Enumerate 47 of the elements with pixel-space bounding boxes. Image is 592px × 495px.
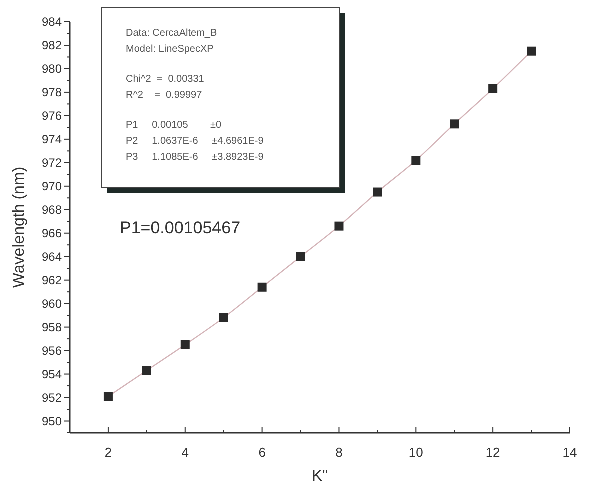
x-tick-label: 4 — [182, 445, 189, 460]
point — [296, 252, 306, 262]
y-tick-label: 968 — [42, 203, 62, 218]
annotation: Chi^2 = 0.00331 — [126, 74, 205, 85]
y-tick-label: 976 — [42, 109, 62, 124]
y-tick-label: 984 — [42, 15, 62, 30]
annotation: R^2 = 0.99997 — [126, 90, 203, 101]
x-axis-title: K" — [312, 468, 328, 485]
point — [488, 84, 498, 94]
y-tick-label: 970 — [42, 180, 62, 194]
y-tick-label: 980 — [42, 62, 62, 76]
y-tick-label: 972 — [42, 156, 62, 170]
y-tick-label: 974 — [42, 132, 62, 147]
point — [450, 120, 460, 129]
point — [142, 366, 152, 376]
point — [219, 313, 228, 322]
y-tick-label: 978 — [42, 86, 62, 100]
annotation: P2 1.0637E-6 ±4.6961E-9 — [126, 136, 264, 147]
y-tick-label: 966 — [42, 226, 62, 241]
x-tick-label: 12 — [486, 445, 500, 460]
y-tick-label: 960 — [42, 297, 62, 312]
y-tick-label: 956 — [42, 344, 62, 358]
point — [180, 340, 190, 350]
y-tick-label: 950 — [42, 414, 62, 428]
x-tick-label: 6 — [258, 445, 266, 460]
x-tick-label: 2 — [104, 445, 112, 460]
y-tick-label: 964 — [42, 250, 62, 264]
y-axis-title: Wavelength (nm) — [11, 166, 28, 288]
y-tick-label: 952 — [42, 390, 62, 405]
annotation: Model: LineSpecXP — [126, 44, 214, 55]
point — [373, 188, 382, 197]
point — [527, 46, 536, 56]
y-tick-label: 954 — [42, 367, 62, 382]
point — [104, 392, 113, 402]
y-tick-label: 962 — [42, 274, 62, 288]
point — [258, 282, 267, 292]
annotation: P3 1.1085E-6 ±3.8923E-9 — [126, 152, 264, 163]
x-tick-label: 14 — [562, 445, 578, 460]
point — [334, 222, 344, 231]
annotation: Data: CercaAltem_B — [126, 28, 218, 39]
point — [412, 156, 421, 166]
annotation: P1=0.00105467 — [120, 218, 241, 238]
y-tick-label: 982 — [42, 38, 62, 53]
annotation: P1 0.00105 ±0 — [126, 120, 222, 131]
x-tick-label: 8 — [336, 445, 343, 460]
y-tick-label: 958 — [42, 320, 62, 335]
x-tick-label: 10 — [408, 445, 424, 460]
